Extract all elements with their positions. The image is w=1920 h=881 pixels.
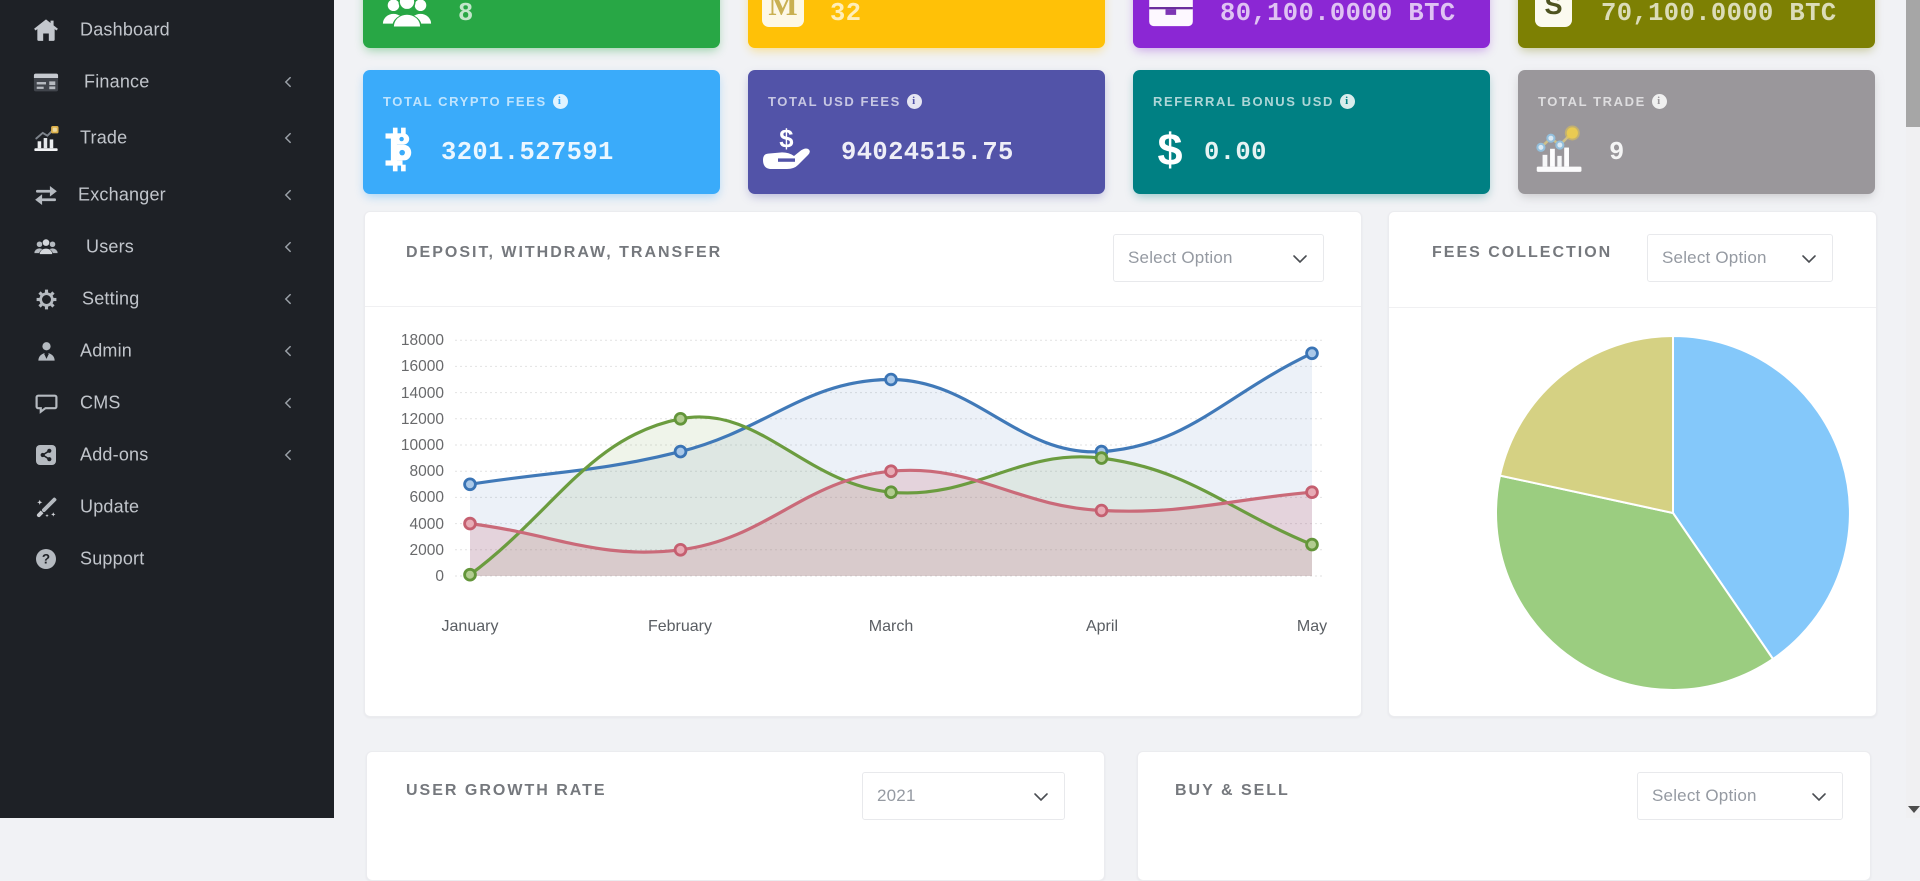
svg-text:$: $ bbox=[779, 126, 793, 154]
svg-text:?: ? bbox=[42, 552, 50, 567]
